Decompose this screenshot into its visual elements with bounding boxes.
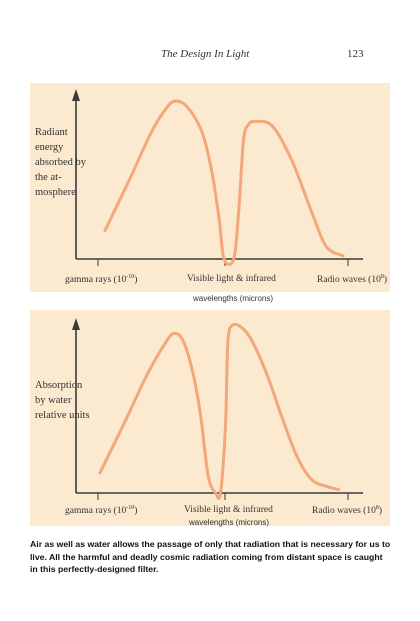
page-number: 123 xyxy=(347,48,364,60)
x-tick-label-radio: Radio waves (108) xyxy=(312,505,383,517)
y-axis-label: Radiant energy absorbed by the at-mosphe… xyxy=(35,127,87,198)
x-axis-label-2: wavelengths (microns) xyxy=(189,518,270,527)
water-chart-panel: Absorption by water relative units gamma… xyxy=(30,310,390,526)
x-tick-label-gamma: gamma rays (10-10) xyxy=(65,274,138,286)
page-header: The Design In Light 123 xyxy=(0,48,420,68)
y-axis-arrow xyxy=(72,318,80,330)
y-axis-arrow xyxy=(72,89,80,101)
atmosphere-chart-panel: Radiant energy absorbed by the at-mosphe… xyxy=(30,83,390,292)
x-tick-label-radio: Radio waves (108) xyxy=(317,274,388,286)
x-tick-label-visible: Visible light & infrared xyxy=(187,274,276,284)
absorption-curve xyxy=(98,322,341,501)
running-title: The Design In Light xyxy=(161,48,250,60)
water-absorption-chart xyxy=(72,318,363,501)
x-axis-label-1: wavelengths (microns) xyxy=(193,294,274,303)
atmosphere-absorption-chart xyxy=(72,89,363,266)
x-tick-label-gamma: gamma rays (10-10) xyxy=(65,505,138,517)
absorption-curve xyxy=(103,99,345,266)
x-tick-label-visible: Visible light & infrared xyxy=(184,505,273,515)
y-axis-label: Absorption by water relative units xyxy=(35,380,90,421)
figure-caption: Air as well as water allows the passage … xyxy=(30,539,391,574)
